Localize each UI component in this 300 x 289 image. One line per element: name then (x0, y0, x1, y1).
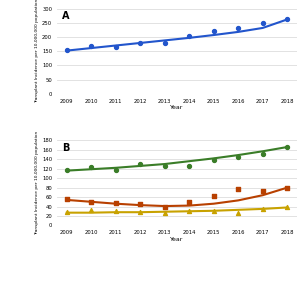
Autologous (65, 169, 69, 172)
Y-axis label: Transplant Incidence per 10,000,000 population: Transplant Incidence per 10,000,000 popu… (35, 0, 39, 103)
X-axis label: Year: Year (170, 237, 184, 242)
Observed related (260, 189, 265, 193)
Unrelated allogeneic (261, 207, 265, 211)
Related allogeneic (114, 202, 118, 205)
Line: Unrelated allogeneic: Unrelated allogeneic (67, 208, 287, 213)
Point (211, 28, 216, 33)
Observed autologous (187, 164, 192, 169)
Related allogeneic (212, 202, 215, 205)
Point (285, 17, 290, 22)
Observed not related (64, 210, 69, 214)
Observed not related (285, 205, 290, 210)
Related allogeneic (139, 203, 142, 207)
Autologous (236, 153, 240, 157)
Observed related (138, 202, 143, 206)
Point (113, 45, 118, 50)
Point (162, 41, 167, 46)
Related allogeneic (89, 200, 93, 203)
Observed related (236, 186, 241, 191)
Autologous (89, 168, 93, 171)
Unrelated allogeneic (139, 210, 142, 214)
Observed not related (89, 208, 94, 213)
Autologous (114, 166, 118, 170)
Related allogeneic (236, 199, 240, 202)
Related allogeneic (285, 186, 289, 189)
Observed not related (138, 210, 143, 214)
Autologous (188, 160, 191, 163)
Observed autologous (89, 165, 94, 170)
X-axis label: Year: Year (170, 105, 184, 110)
Unrelated allogeneic (163, 210, 166, 214)
Y-axis label: Transplant Incidence per 10,000,000 population: Transplant Incidence per 10,000,000 popu… (35, 131, 39, 235)
Observed autologous (236, 155, 241, 159)
Observed related (162, 204, 167, 209)
Observed related (113, 201, 118, 205)
Point (260, 21, 265, 26)
Unrelated allogeneic (188, 210, 191, 213)
Observed related (64, 197, 69, 202)
Related allogeneic (163, 204, 166, 208)
Text: B: B (62, 143, 69, 153)
Point (187, 34, 192, 39)
Line: Related allogeneic: Related allogeneic (67, 188, 287, 206)
Observed autologous (113, 167, 118, 172)
Unrelated allogeneic (114, 210, 118, 214)
Observed autologous (285, 145, 290, 149)
Observed autologous (211, 158, 216, 163)
Observed not related (260, 207, 265, 212)
Observed not related (236, 211, 241, 216)
Observed autologous (162, 164, 167, 169)
Unrelated allogeneic (65, 211, 69, 214)
Point (236, 26, 241, 30)
Related allogeneic (188, 204, 191, 207)
Unrelated allogeneic (212, 209, 215, 212)
Observed related (89, 199, 94, 204)
Observed related (211, 193, 216, 198)
Line: Autologous: Autologous (67, 147, 287, 171)
Autologous (285, 145, 289, 149)
Autologous (139, 164, 142, 168)
Observed autologous (260, 151, 265, 156)
Related allogeneic (261, 193, 265, 197)
Autologous (212, 157, 215, 160)
Text: A: A (62, 11, 69, 21)
Observed not related (211, 209, 216, 214)
Observed not related (113, 209, 118, 214)
Unrelated allogeneic (285, 206, 289, 209)
Observed autologous (138, 162, 143, 166)
Autologous (163, 162, 166, 166)
Related allogeneic (65, 198, 69, 202)
Observed related (285, 185, 290, 190)
Point (138, 41, 143, 46)
Observed not related (187, 209, 192, 214)
Unrelated allogeneic (236, 208, 240, 212)
Point (89, 44, 94, 48)
Point (64, 47, 69, 52)
Observed not related (162, 211, 167, 216)
Autologous (261, 149, 265, 153)
Observed related (187, 199, 192, 204)
Observed autologous (64, 167, 69, 172)
Unrelated allogeneic (89, 211, 93, 214)
